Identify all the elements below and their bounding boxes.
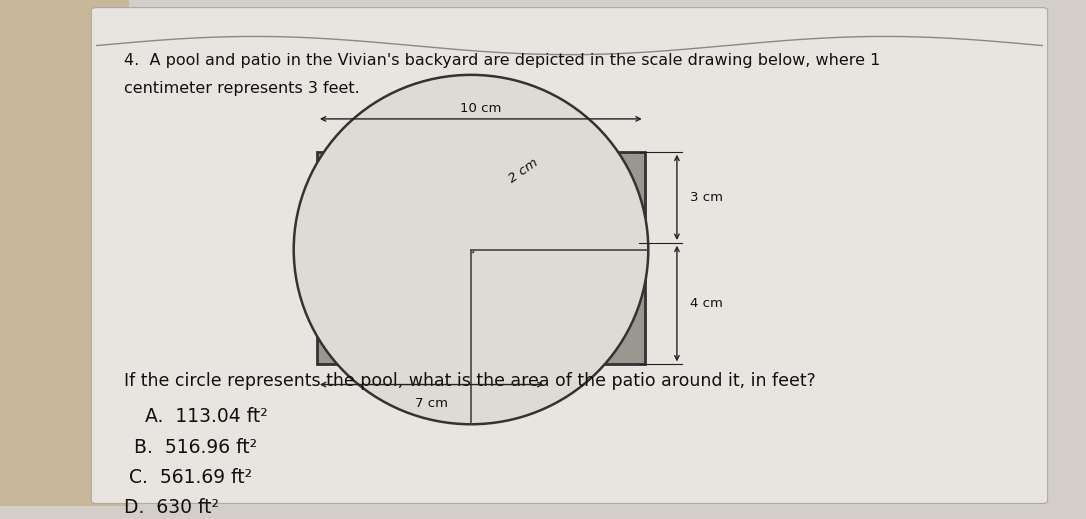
Text: 4 cm: 4 cm [690,297,722,310]
Text: D.  630 ft²: D. 630 ft² [124,498,218,517]
Text: C.  561.69 ft²: C. 561.69 ft² [129,468,252,487]
FancyBboxPatch shape [91,8,1048,503]
Text: B.  516.96 ft²: B. 516.96 ft² [135,438,257,457]
Ellipse shape [293,75,648,424]
Text: If the circle represents the pool, what is the area of the patio around it, in f: If the circle represents the pool, what … [124,372,816,390]
Text: 10 cm: 10 cm [460,102,502,115]
Text: 4.  A pool and patio in the Vivian's backyard are depicted in the scale drawing : 4. A pool and patio in the Vivian's back… [124,53,880,68]
Text: 7 cm: 7 cm [415,397,449,410]
Bar [0,0,129,506]
Text: A.  113.04 ft²: A. 113.04 ft² [146,407,268,426]
Text: centimeter represents 3 feet.: centimeter represents 3 feet. [124,81,359,96]
Text: 3 cm: 3 cm [690,191,723,204]
Text: 2 cm: 2 cm [506,156,541,186]
Bar [317,152,645,364]
